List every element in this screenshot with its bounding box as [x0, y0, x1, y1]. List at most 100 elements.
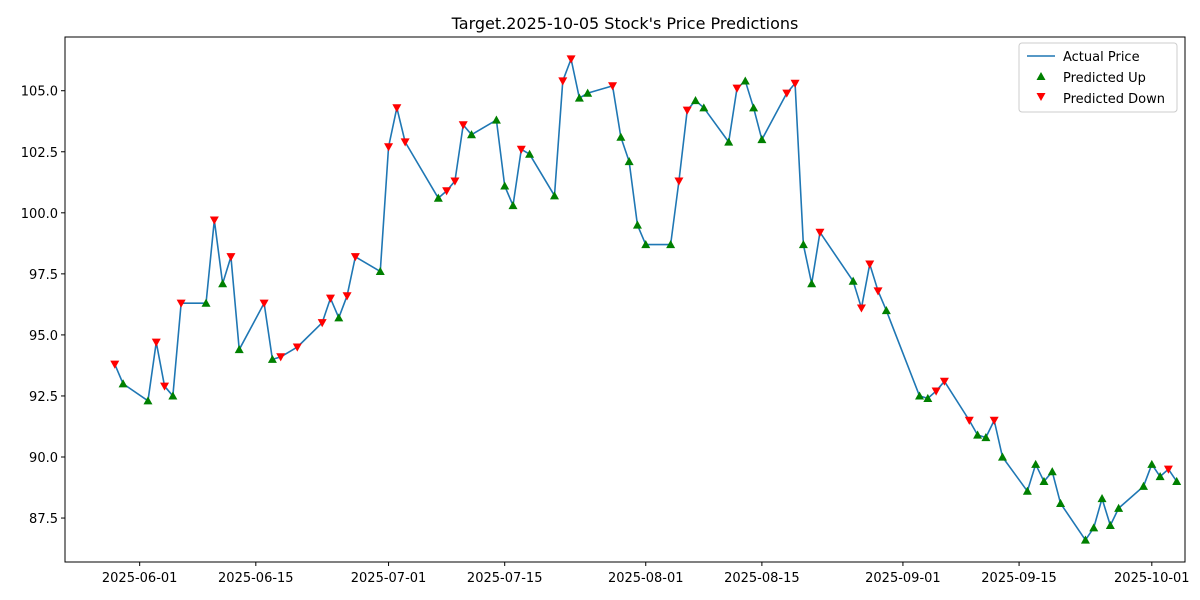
legend-down-marker	[1036, 93, 1046, 101]
predicted-up-marker	[433, 193, 443, 202]
predicted-down-marker	[516, 145, 526, 154]
predicted-down-marker	[276, 353, 286, 362]
legend-box	[1018, 42, 1178, 113]
x-tick-label: 2025-08-15	[724, 571, 800, 586]
predicted-up-marker	[624, 157, 634, 166]
predicted-up-marker	[1105, 520, 1115, 529]
predicted-down-marker	[939, 377, 949, 386]
y-tick-label: 100.0	[21, 207, 58, 222]
predicted-up-marker	[848, 276, 858, 285]
predicted-up-marker	[699, 103, 709, 112]
predicted-up-marker	[1089, 523, 1099, 532]
x-tick-label: 2025-07-01	[351, 571, 427, 586]
plot-frame	[64, 36, 1186, 563]
y-tick-label: 87.5	[29, 512, 58, 527]
predicted-down-marker	[259, 299, 269, 308]
predicted-up-marker	[234, 345, 244, 354]
y-axis: 87.5 90.0 92.5 95.0 97.5 100.0 102.5 105.0	[21, 85, 65, 527]
predicted-up-marker	[267, 354, 277, 363]
predicted-up-marker	[1172, 476, 1182, 486]
predicted-up-marker	[168, 391, 178, 400]
predicted-up-marker	[1022, 486, 1032, 495]
predicted-up-marker	[981, 432, 991, 442]
predicted-down-marker	[176, 299, 186, 308]
predicted-down-marker	[989, 416, 999, 425]
predicted-up-marker	[467, 130, 477, 139]
predicted-up-marker	[691, 95, 701, 105]
predicted-up-marker	[1139, 481, 1149, 490]
predicted-up-marker	[997, 452, 1007, 461]
plot-area	[65, 37, 1185, 562]
predicted-down-marker	[325, 294, 335, 303]
predicted-down-marker	[450, 177, 460, 186]
predicted-down-marker	[682, 106, 692, 115]
predicted-down-marker	[350, 253, 360, 262]
legend-actual-label: Actual Price	[1063, 50, 1140, 65]
y-tick-label: 95.0	[29, 329, 58, 344]
y-tick-label: 97.5	[29, 268, 58, 283]
predicted-up-marker	[632, 220, 642, 229]
marker-layer	[110, 55, 1182, 544]
predicted-down-marker	[110, 360, 120, 369]
predicted-up-marker	[375, 266, 385, 276]
predicted-up-marker	[740, 76, 750, 85]
predicted-down-marker	[856, 304, 866, 313]
predicted-up-marker	[666, 240, 676, 249]
x-tick-label: 2025-07-15	[467, 571, 543, 586]
predicted-down-marker	[558, 77, 568, 86]
x-tick-label: 2025-08-01	[608, 571, 684, 586]
predicted-down-marker	[790, 79, 800, 88]
predicted-up-marker	[500, 181, 510, 190]
predicted-up-marker	[973, 430, 983, 439]
predicted-up-marker	[491, 115, 501, 124]
predicted-up-marker	[923, 393, 933, 402]
predicted-down-marker	[931, 387, 941, 396]
predicted-up-marker	[1147, 459, 1157, 468]
predicted-down-marker	[458, 121, 468, 130]
predicted-down-marker	[782, 89, 792, 98]
predicted-up-marker	[583, 88, 593, 97]
predicted-down-marker	[442, 187, 452, 196]
predicted-down-marker	[865, 260, 875, 269]
predicted-up-marker	[574, 93, 584, 102]
predicted-up-marker	[641, 240, 651, 249]
y-tick-label: 92.5	[29, 390, 58, 405]
x-tick-label: 2025-10-01	[1114, 571, 1190, 586]
predicted-up-marker	[549, 191, 559, 200]
predicted-up-marker	[749, 103, 759, 112]
predicted-down-marker	[674, 177, 684, 186]
legend-up-marker	[1036, 72, 1046, 80]
predicted-down-marker	[815, 228, 825, 237]
predicted-up-marker	[1097, 494, 1107, 503]
predicted-up-marker	[1080, 535, 1090, 544]
predicted-up-marker	[757, 135, 767, 144]
x-tick-label: 2025-06-15	[218, 571, 294, 586]
predicted-up-marker	[724, 137, 734, 146]
x-tick-label: 2025-09-15	[981, 571, 1057, 586]
predicted-down-marker	[317, 319, 327, 328]
predicted-down-marker	[226, 253, 236, 262]
y-tick-label: 90.0	[29, 451, 58, 466]
predicted-down-marker	[732, 84, 742, 93]
predicted-down-marker	[400, 138, 410, 147]
predicted-up-marker	[807, 279, 817, 288]
predicted-down-marker	[342, 292, 352, 301]
x-axis: 2025-06-01 2025-06-15 2025-07-01 2025-07-15…	[102, 562, 1190, 586]
y-tick-label: 105.0	[21, 85, 58, 100]
x-tick-label: 2025-06-01	[102, 571, 178, 586]
predicted-down-marker	[964, 416, 974, 425]
predicted-down-marker	[566, 55, 576, 64]
predicted-down-marker	[151, 338, 161, 347]
legend-down-label: Predicted Down	[1063, 92, 1165, 107]
predicted-up-marker	[1047, 467, 1057, 476]
predicted-up-marker	[1039, 476, 1049, 486]
predicted-up-marker	[798, 240, 808, 249]
predicted-up-marker	[508, 200, 518, 210]
predicted-down-marker	[384, 143, 394, 152]
predicted-down-marker	[209, 216, 219, 225]
predicted-down-marker	[160, 382, 170, 391]
predicted-up-marker	[616, 132, 626, 141]
predicted-up-marker	[1056, 498, 1066, 507]
predicted-down-marker	[873, 287, 883, 296]
